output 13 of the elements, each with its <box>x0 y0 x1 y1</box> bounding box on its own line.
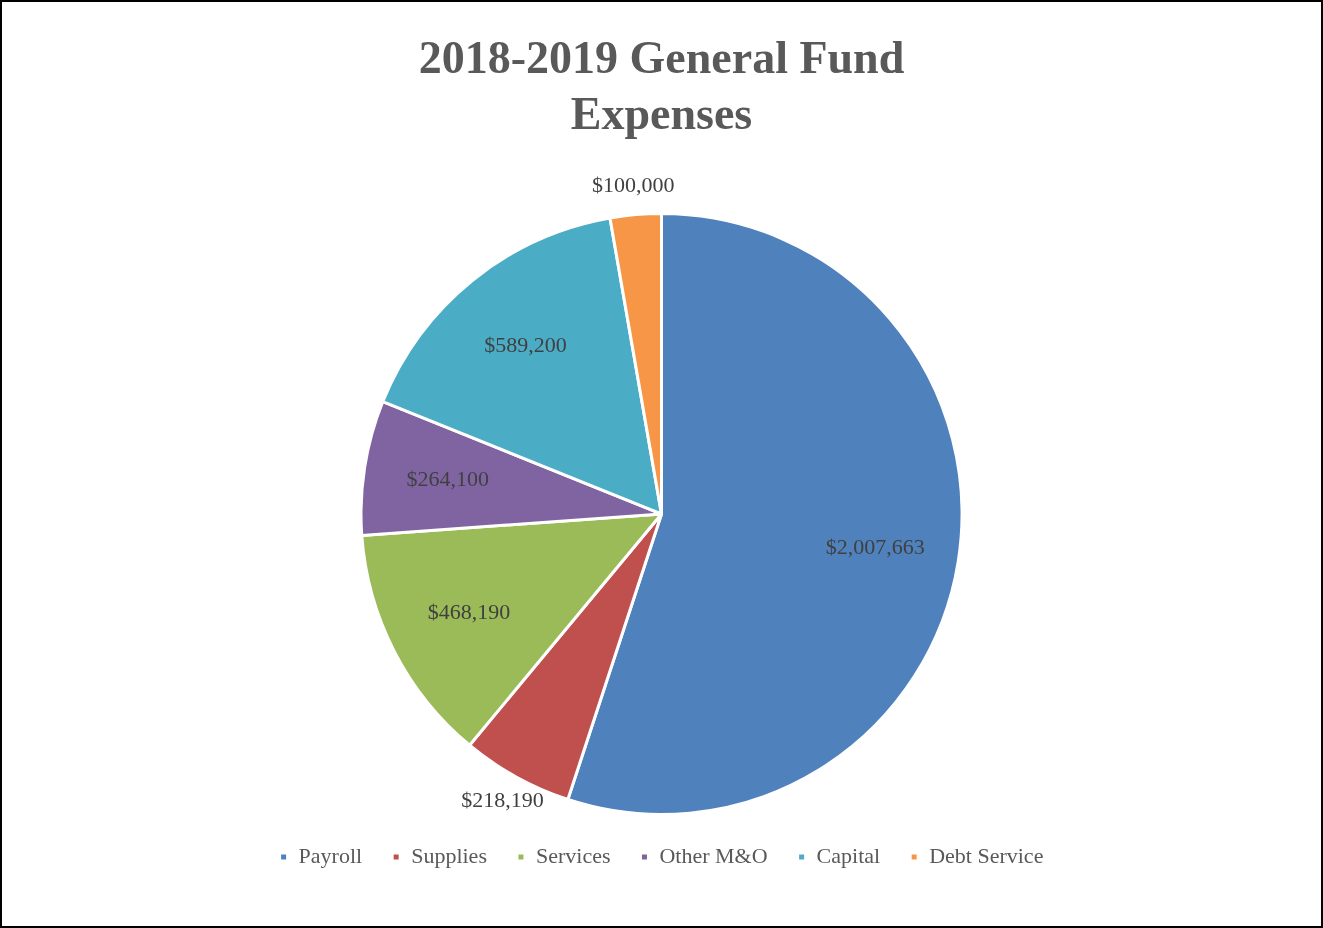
legend-label: Supplies <box>411 842 487 868</box>
legend-label: Services <box>535 842 611 868</box>
data-label: $218,190 <box>461 787 544 813</box>
legend-label: Other M&O <box>659 842 768 868</box>
data-label: $100,000 <box>591 172 675 198</box>
legend-label: Debt Service <box>929 842 1044 868</box>
data-label: $468,190 <box>427 598 511 624</box>
chart-title: 2018-2019 General Fund Expenses <box>417 31 906 141</box>
data-label: $589,200 <box>484 331 567 357</box>
legend-label: Capital <box>816 842 881 868</box>
data-label: $264,100 <box>406 466 490 492</box>
legend-label: Payroll <box>298 842 363 868</box>
data-label: $2,007,663 <box>825 533 925 559</box>
